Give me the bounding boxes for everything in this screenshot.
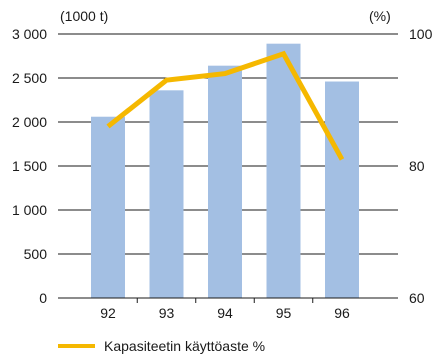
left-tick-label: 500 bbox=[24, 246, 48, 262]
right-axis-tick-labels: 60 80 100 bbox=[409, 26, 433, 306]
left-axis-unit: (1000 t) bbox=[60, 8, 108, 24]
x-axis-tick-labels: 92 93 94 95 96 bbox=[100, 305, 350, 321]
x-tick-label: 96 bbox=[334, 305, 350, 321]
x-axis-ticks bbox=[136, 298, 314, 303]
right-tick-label: 100 bbox=[409, 26, 433, 42]
left-tick-label: 2 000 bbox=[12, 114, 47, 130]
x-tick-label: 92 bbox=[100, 305, 116, 321]
left-axis-tick-labels: 0 500 1 000 1 500 2 000 2 500 3 000 bbox=[12, 26, 47, 306]
bar-series bbox=[91, 43, 359, 299]
line-series bbox=[106, 50, 345, 161]
bar bbox=[325, 81, 359, 299]
left-tick-label: 1 000 bbox=[12, 202, 47, 218]
x-tick-label: 94 bbox=[217, 305, 233, 321]
right-tick-label: 80 bbox=[409, 158, 425, 174]
x-tick-label: 93 bbox=[159, 305, 175, 321]
right-tick-label: 60 bbox=[409, 290, 425, 306]
legend: Kapasiteetin käyttöaste % bbox=[58, 338, 265, 354]
bar bbox=[149, 90, 184, 298]
bar bbox=[266, 43, 301, 299]
left-tick-label: 1 500 bbox=[12, 158, 47, 174]
legend-label: Kapasiteetin käyttöaste % bbox=[104, 338, 265, 354]
bar bbox=[208, 65, 242, 299]
right-axis-unit: (%) bbox=[369, 8, 391, 24]
left-tick-label: 2 500 bbox=[12, 70, 47, 86]
left-tick-label: 0 bbox=[39, 290, 47, 306]
left-tick-label: 3 000 bbox=[12, 26, 47, 42]
x-tick-label: 95 bbox=[276, 305, 292, 321]
capacity-utilization-line bbox=[106, 50, 345, 161]
bar bbox=[91, 116, 125, 298]
